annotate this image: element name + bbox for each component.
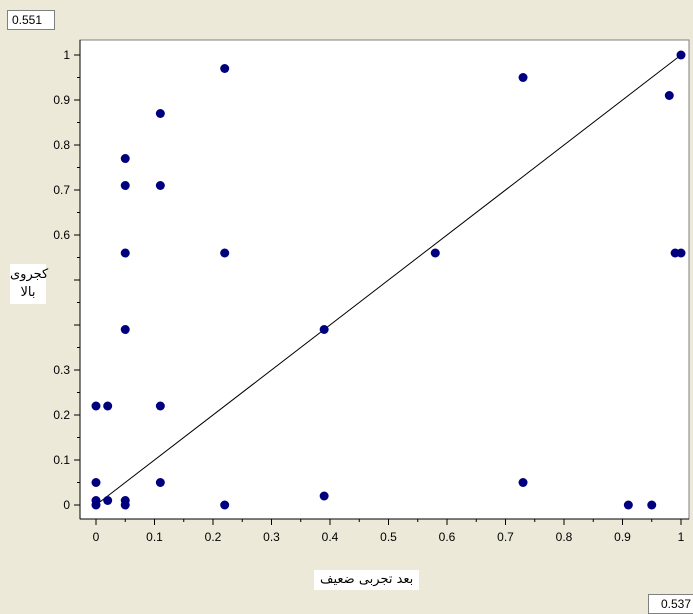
data-point	[647, 500, 657, 510]
x-tick-label: 0.4	[322, 530, 339, 544]
y-tick-label: 0.3	[53, 363, 70, 377]
data-point	[518, 478, 528, 487]
x-tick-label: 0.5	[380, 530, 397, 544]
trend-line-group	[95, 54, 682, 506]
data-point	[155, 109, 165, 118]
y-tick-label: 0.1	[53, 453, 70, 467]
data-point	[220, 64, 230, 73]
x-tick-label: 0.2	[205, 530, 222, 544]
data-point	[120, 325, 130, 334]
x-tick-label: 0	[93, 530, 100, 544]
y-tick-label: 0	[63, 498, 70, 512]
y-tick-label: 1	[63, 48, 70, 62]
data-point	[120, 248, 130, 258]
x-tick-label: 0.6	[439, 530, 456, 544]
y-tick-label: 0.8	[53, 138, 70, 152]
data-point	[91, 478, 101, 487]
data-point	[319, 491, 329, 501]
data-point	[676, 50, 686, 60]
data-point	[518, 73, 528, 82]
y-tick-label: 0.2	[53, 408, 70, 422]
data-point	[676, 248, 686, 258]
x-tick-label: 0.3	[263, 530, 280, 544]
x-tick-label: 0.8	[556, 530, 573, 544]
data-point	[319, 325, 329, 334]
y-tick-label: 0.6	[53, 228, 70, 242]
x-axis-label: بعد تجربی ضعیف	[314, 570, 420, 590]
data-point	[220, 500, 230, 510]
data-point	[155, 181, 165, 190]
data-point	[220, 248, 230, 258]
data-point	[120, 496, 130, 505]
data-point	[430, 248, 440, 258]
data-point	[664, 91, 674, 100]
x-tick-label: 0.7	[497, 530, 514, 544]
data-point	[120, 181, 130, 190]
data-point	[91, 496, 101, 505]
data-point	[155, 478, 165, 487]
data-point	[623, 500, 633, 510]
y-axis-label-line: بالا	[20, 285, 36, 300]
trend-line	[95, 54, 682, 506]
x-tick-label: 0.1	[146, 530, 163, 544]
data-point	[103, 496, 113, 505]
y-tick-label: 0.7	[53, 183, 70, 197]
data-points	[91, 50, 686, 510]
x-axis: 0 0.1 0.2 0.3 0.4 0.5 0.6 0.7 0.8 0.9 1	[80, 518, 689, 544]
data-point	[155, 401, 165, 411]
x-tick-label: 1	[678, 530, 685, 544]
data-point	[91, 401, 101, 411]
x-tick-label: 0.9	[614, 530, 631, 544]
data-point	[120, 154, 130, 163]
cursor-x-readout: 0.537	[648, 594, 693, 614]
cursor-y-readout: 0.551	[7, 10, 55, 30]
y-tick-label: 0.9	[53, 93, 70, 107]
y-axis-label: کجروی بالا	[10, 264, 49, 304]
y-axis-label-line: کجروی	[10, 267, 49, 282]
data-point	[103, 401, 113, 411]
y-axis: 0 0.1 0.2 0.3 0.6 0.7 0.8 0.9 1	[53, 40, 81, 519]
